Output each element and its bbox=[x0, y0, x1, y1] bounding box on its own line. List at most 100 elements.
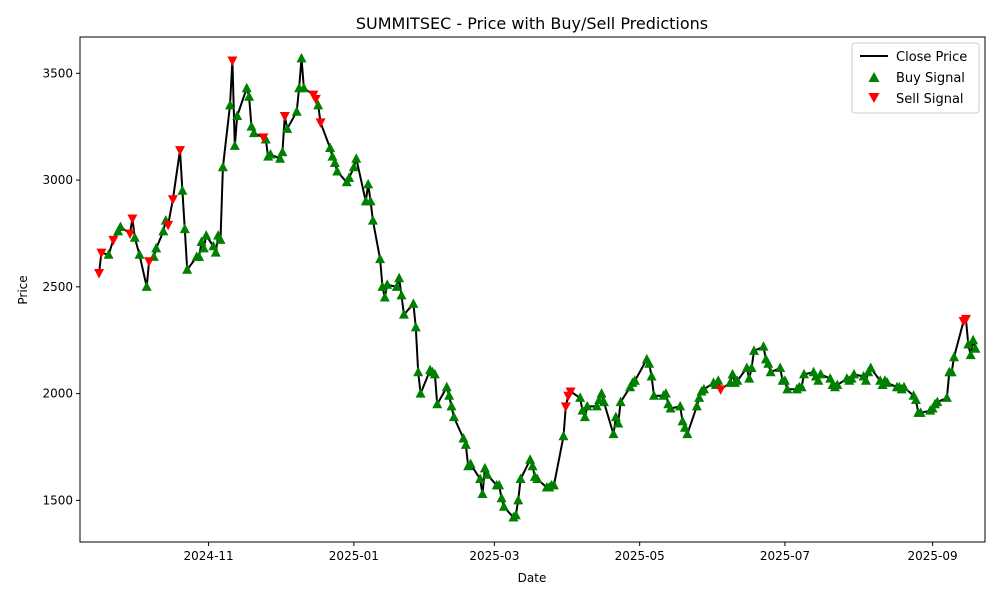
buy-signal-marker bbox=[796, 381, 807, 392]
sell-signal-marker bbox=[108, 235, 119, 246]
buy-signal-marker bbox=[910, 394, 921, 405]
buy-signal-marker bbox=[775, 362, 786, 372]
buy-signal-marker bbox=[177, 185, 188, 195]
sell-signal-marker bbox=[163, 220, 174, 231]
y-tick-label: 2500 bbox=[42, 280, 73, 294]
buy-signal-marker bbox=[129, 232, 140, 242]
buy-signal-marker bbox=[229, 140, 240, 150]
buy-signal-marker bbox=[151, 242, 162, 253]
buy-signal-marker bbox=[465, 458, 476, 469]
buy-signal-marker bbox=[298, 82, 309, 93]
y-tick-label: 3000 bbox=[42, 173, 73, 187]
buy-signal-marker bbox=[608, 428, 619, 439]
sell-signal-marker bbox=[175, 146, 186, 156]
buy-signal-marker bbox=[758, 341, 769, 351]
buy-signal-marker bbox=[410, 321, 421, 332]
buy-signal-marker bbox=[325, 142, 336, 153]
buy-signal-marker bbox=[682, 428, 693, 439]
buy-signal-marker bbox=[215, 234, 226, 244]
y-axis-title: Price bbox=[16, 275, 30, 304]
buy-signal-marker bbox=[548, 479, 559, 490]
sell-signal-marker bbox=[167, 195, 178, 205]
sell-signal-marker bbox=[960, 314, 971, 325]
x-tick-label: 2025-09 bbox=[908, 549, 958, 563]
buy-signal-marker bbox=[241, 82, 252, 93]
legend-sell-marker bbox=[868, 93, 880, 103]
buy-signal-marker bbox=[691, 400, 702, 411]
buy-signal-marker bbox=[313, 99, 324, 110]
buy-signal-marker bbox=[158, 225, 169, 236]
buy-signal-marker bbox=[179, 223, 190, 234]
buy-signal-marker bbox=[849, 368, 860, 379]
sell-signal-markers bbox=[94, 56, 971, 412]
buy-signal-marker bbox=[444, 390, 455, 400]
buy-signal-marker bbox=[477, 488, 488, 498]
buy-signal-marker bbox=[277, 146, 288, 157]
buy-signal-marker bbox=[475, 473, 486, 484]
buy-signal-marker bbox=[515, 473, 526, 484]
x-tick-label: 2025-01 bbox=[329, 549, 379, 563]
buy-signal-marker bbox=[182, 264, 193, 274]
buy-signal-marker bbox=[613, 417, 624, 428]
buy-signal-marker bbox=[694, 392, 705, 402]
buy-signal-marker bbox=[460, 439, 471, 449]
buy-signal-marker bbox=[513, 494, 524, 505]
legend-label-close: Close Price bbox=[896, 50, 967, 65]
buy-signal-marker bbox=[713, 375, 724, 385]
sell-signal-marker bbox=[125, 229, 136, 239]
buy-signal-marker bbox=[532, 473, 543, 484]
buy-signal-marker bbox=[970, 343, 981, 353]
buy-signal-marker bbox=[629, 375, 640, 385]
buy-signal-marker bbox=[194, 251, 205, 261]
sell-signal-marker bbox=[144, 257, 155, 267]
buy-signal-marker bbox=[727, 368, 738, 379]
buy-signal-marker bbox=[813, 375, 824, 385]
buy-signal-marker bbox=[415, 388, 426, 398]
x-axis-title: Date bbox=[518, 571, 547, 585]
buy-signal-marker bbox=[496, 492, 507, 503]
buy-signal-marker bbox=[244, 91, 255, 101]
x-tick-label: 2025-03 bbox=[469, 549, 519, 563]
buy-signal-marker bbox=[441, 381, 452, 392]
buy-signal-marker bbox=[527, 460, 538, 471]
buy-signal-marker bbox=[432, 398, 443, 409]
buy-signal-marker bbox=[965, 349, 976, 360]
axes-frame bbox=[79, 36, 986, 543]
buy-signal-marker bbox=[832, 379, 843, 390]
buy-signal-marker bbox=[198, 242, 209, 253]
buy-signal-marker bbox=[446, 400, 457, 411]
plot-marks bbox=[94, 52, 981, 522]
buy-signal-marker bbox=[367, 215, 378, 225]
buy-signal-marker bbox=[765, 366, 776, 377]
buy-signal-marker bbox=[799, 368, 809, 379]
buy-signal-marker bbox=[582, 400, 593, 411]
buy-signal-marker bbox=[103, 249, 114, 259]
legend-box bbox=[851, 42, 980, 114]
buy-signal-marker bbox=[275, 153, 286, 163]
x-axis: 2024-11 2025-01 2025-03 2025-05 2025-07 2025-… bbox=[184, 542, 958, 563]
buy-signal-marker bbox=[510, 509, 521, 520]
buy-signal-marker bbox=[575, 392, 586, 402]
buy-signal-marker bbox=[732, 375, 743, 385]
sell-signal-marker bbox=[96, 248, 107, 259]
x-tick-label: 2025-07 bbox=[760, 549, 810, 563]
buy-signal-marker bbox=[675, 400, 686, 411]
buy-signal-marker bbox=[746, 362, 757, 372]
buy-signal-marker bbox=[915, 407, 926, 417]
buy-signal-marker bbox=[344, 172, 355, 182]
sell-signal-marker bbox=[715, 385, 726, 395]
buy-signal-marker bbox=[648, 390, 659, 400]
chart-title: SUMMITSEC - Price with Buy/Sell Predicti… bbox=[356, 14, 708, 33]
sell-signal-marker bbox=[310, 94, 321, 105]
buy-signal-marker bbox=[429, 368, 440, 379]
y-tick-label: 1500 bbox=[42, 493, 73, 507]
buy-signal-marker bbox=[348, 161, 359, 172]
buy-signal-marker bbox=[115, 221, 126, 232]
buy-signal-marker bbox=[329, 157, 340, 167]
buy-signal-marker bbox=[763, 358, 774, 368]
sell-signal-marker bbox=[315, 118, 326, 128]
buy-signal-marker bbox=[351, 153, 362, 163]
buy-signal-marker bbox=[665, 403, 676, 413]
